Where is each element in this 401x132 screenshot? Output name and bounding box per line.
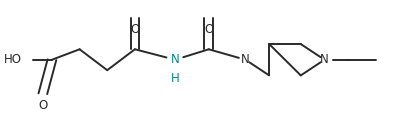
Text: H: H <box>171 72 180 84</box>
Text: HO: HO <box>4 53 22 66</box>
Text: N: N <box>320 53 329 66</box>
Text: O: O <box>38 99 47 112</box>
Text: O: O <box>130 23 140 36</box>
Text: N: N <box>171 53 180 66</box>
Text: N: N <box>241 53 250 66</box>
Text: O: O <box>204 23 213 36</box>
